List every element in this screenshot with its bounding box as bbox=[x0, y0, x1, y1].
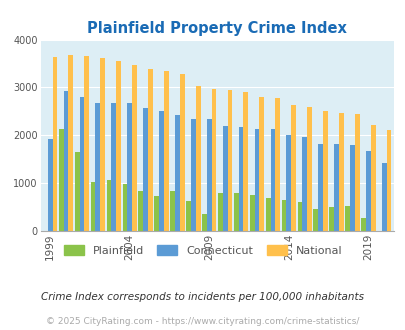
Bar bbox=[138, 191, 143, 231]
Bar bbox=[132, 65, 136, 231]
Bar bbox=[265, 197, 270, 231]
Bar bbox=[344, 206, 349, 231]
Bar bbox=[175, 115, 179, 231]
Bar bbox=[333, 144, 338, 231]
Bar bbox=[116, 61, 121, 231]
Bar bbox=[338, 113, 343, 231]
Text: © 2025 CityRating.com - https://www.cityrating.com/crime-statistics/: © 2025 CityRating.com - https://www.city… bbox=[46, 317, 359, 326]
Bar bbox=[100, 58, 105, 231]
Bar bbox=[84, 56, 89, 231]
Bar bbox=[313, 209, 318, 231]
Bar bbox=[159, 112, 164, 231]
Bar bbox=[360, 218, 365, 231]
Bar bbox=[290, 105, 295, 231]
Bar bbox=[259, 97, 264, 231]
Bar bbox=[207, 118, 211, 231]
Bar bbox=[254, 129, 259, 231]
Bar bbox=[107, 180, 111, 231]
Bar bbox=[186, 201, 190, 231]
Bar bbox=[354, 114, 359, 231]
Bar bbox=[306, 107, 311, 231]
Bar bbox=[322, 111, 327, 231]
Bar bbox=[211, 89, 216, 231]
Bar bbox=[90, 182, 95, 231]
Bar bbox=[270, 129, 275, 231]
Bar bbox=[365, 151, 370, 231]
Bar bbox=[386, 130, 390, 231]
Bar bbox=[111, 103, 116, 231]
Bar bbox=[127, 103, 132, 231]
Bar bbox=[281, 200, 286, 231]
Bar bbox=[349, 145, 354, 231]
Bar bbox=[68, 55, 73, 231]
Bar bbox=[370, 125, 375, 231]
Bar bbox=[381, 163, 386, 231]
Bar bbox=[170, 191, 175, 231]
Bar bbox=[122, 184, 127, 231]
Bar bbox=[148, 69, 152, 231]
Legend: Plainfield, Connecticut, National: Plainfield, Connecticut, National bbox=[60, 241, 345, 260]
Bar bbox=[48, 139, 52, 231]
Bar bbox=[238, 127, 243, 231]
Bar bbox=[328, 207, 333, 231]
Bar bbox=[233, 193, 238, 231]
Bar bbox=[202, 214, 207, 231]
Bar bbox=[318, 144, 322, 231]
Bar bbox=[195, 85, 200, 231]
Bar bbox=[249, 195, 254, 231]
Bar bbox=[64, 91, 68, 231]
Bar bbox=[227, 90, 232, 231]
Title: Plainfield Property Crime Index: Plainfield Property Crime Index bbox=[87, 21, 346, 36]
Text: Crime Index corresponds to incidents per 100,000 inhabitants: Crime Index corresponds to incidents per… bbox=[41, 292, 364, 302]
Bar bbox=[52, 57, 57, 231]
Bar bbox=[95, 103, 100, 231]
Bar bbox=[222, 126, 227, 231]
Bar bbox=[79, 97, 84, 231]
Bar bbox=[302, 137, 306, 231]
Bar bbox=[75, 151, 79, 231]
Bar bbox=[154, 196, 159, 231]
Bar bbox=[190, 118, 195, 231]
Bar bbox=[59, 129, 64, 231]
Bar bbox=[243, 92, 247, 231]
Bar bbox=[164, 71, 168, 231]
Bar bbox=[143, 108, 148, 231]
Bar bbox=[297, 202, 302, 231]
Bar bbox=[179, 74, 184, 231]
Bar bbox=[217, 193, 222, 231]
Bar bbox=[275, 98, 279, 231]
Bar bbox=[286, 135, 290, 231]
